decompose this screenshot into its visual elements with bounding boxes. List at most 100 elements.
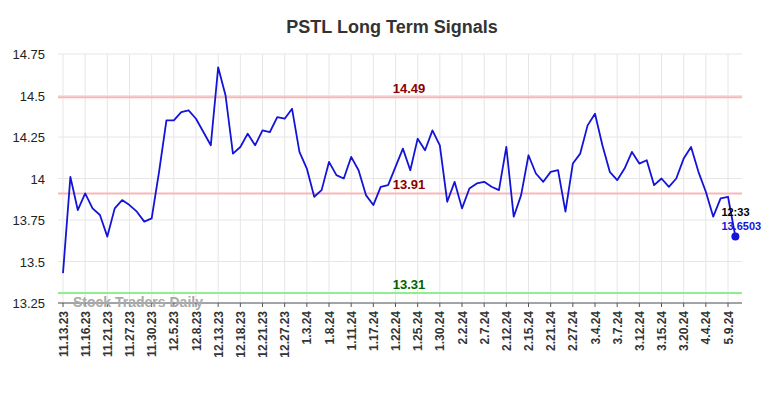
grid-line-x [284,54,285,303]
x-tick [595,303,596,307]
grid-line-x [639,54,640,303]
x-tick [373,303,374,307]
x-tick-label: 2.15.24 [522,311,536,351]
x-tick [617,303,618,307]
grid-line-x [439,54,440,303]
x-tick [728,303,729,307]
reference-label: 13.31 [393,277,426,292]
y-tick-label: 14.25 [12,130,45,145]
x-tick [683,303,684,307]
price-line [63,67,735,273]
x-tick-label: 2.12.24 [500,311,514,351]
grid-line-x [107,54,108,303]
grid-line-x [262,54,263,303]
grid-line-x [218,54,219,303]
x-tick [462,303,463,307]
x-tick-label: 3.20.24 [677,311,691,351]
grid-line-x [484,54,485,303]
watermark: Stock Traders Daily [73,294,203,310]
x-tick [705,303,706,307]
y-tick-label: 14.75 [12,47,45,62]
plot [63,67,739,273]
x-tick [661,303,662,307]
x-tick-label: 1.3.24 [300,311,314,345]
x-tick-label: 12.8.23 [190,311,204,351]
last-value: 13.6503 [721,220,761,232]
grid-line-x [151,54,152,303]
grid-line-x [240,54,241,303]
x-tick [262,303,263,307]
x-tick [506,303,507,307]
x-tick [329,303,330,307]
x-tick-label: 12.5.23 [167,311,181,351]
x-tick-label: 3.4.24 [589,311,603,345]
grid-line-x [373,54,374,303]
last-time: 12:33 [721,206,749,218]
x-tick-label: 1.17.24 [367,311,381,351]
x-tick-label: 3.7.24 [611,311,625,345]
grid-line-x [683,54,684,303]
x-tick [284,303,285,307]
y-tick-label: 13.75 [12,213,45,228]
y-tick-label: 13.25 [12,296,45,311]
x-tick-label: 2.21.24 [544,311,558,351]
grid-line-x [173,54,174,303]
grid-line-x [462,54,463,303]
x-tick-label: 11.27.23 [123,311,137,357]
x-tick-label: 12.18.23 [234,311,248,358]
grid-line-x [329,54,330,303]
x-tick-label: 1.22.24 [389,311,403,351]
x-tick-label: 11.13.23 [57,311,71,357]
x-tick [63,303,64,307]
x-tick [639,303,640,307]
x-tick [240,303,241,307]
x-tick-label: 1.11.24 [345,311,359,351]
y-tick-label: 14 [31,172,45,187]
x-tick-label: 12.27.23 [278,311,292,358]
grid-line-x [595,54,596,303]
reference-label: 13.91 [393,177,426,192]
x-tick-label: 1.30.24 [433,311,447,351]
x-tick [395,303,396,307]
y-tick-label: 14.5 [20,89,45,104]
x-tick-label: 12.21.23 [256,311,270,358]
x-tick-label: 2.7.24 [478,311,492,345]
x-tick [417,303,418,307]
x-tick-label: 2.2.24 [456,311,470,345]
x-tick-label: 12.13.23 [212,311,226,358]
x-tick-label: 1.8.24 [323,311,337,345]
x-tick [351,303,352,307]
x-tick-label: 11.21.23 [101,311,115,357]
x-tick [306,303,307,307]
x-tick-label: 4.4.24 [699,311,713,345]
x-tick-label: 3.12.24 [633,311,647,351]
x-tick [218,303,219,307]
x-tick-label: 1.25.24 [411,311,425,351]
grid-line-x [728,54,729,303]
x-tick [572,303,573,307]
x-tick [550,303,551,307]
grid-line-x [550,54,551,303]
title: PSTL Long Term Signals [286,17,497,37]
x-tick-label: 11.16.23 [79,311,93,357]
reference-line [58,96,742,98]
grid-line-x [506,54,507,303]
x-tick [439,303,440,307]
chart: PSTL Long Term Signals 13.25 13.5 13.75 14 14… [0,0,784,398]
x-tick [484,303,485,307]
grid-line-x [528,54,529,303]
last-point [731,233,739,241]
grid-line-x [196,54,197,303]
x-tick-label: 2.27.24 [566,311,580,351]
x-tick-label: 11.30.23 [145,311,159,357]
grid-line-x [572,54,573,303]
grid-line-x [306,54,307,303]
grid-line-x [129,54,130,303]
grid-line-x [85,54,86,303]
x-tick [528,303,529,307]
reference-label: 14.49 [393,81,426,96]
reference-line [58,192,742,194]
x-tick-label: 3.15.24 [655,311,669,351]
x-tick-label: 5.9.24 [722,311,736,345]
y-tick-label: 13.5 [20,255,45,270]
